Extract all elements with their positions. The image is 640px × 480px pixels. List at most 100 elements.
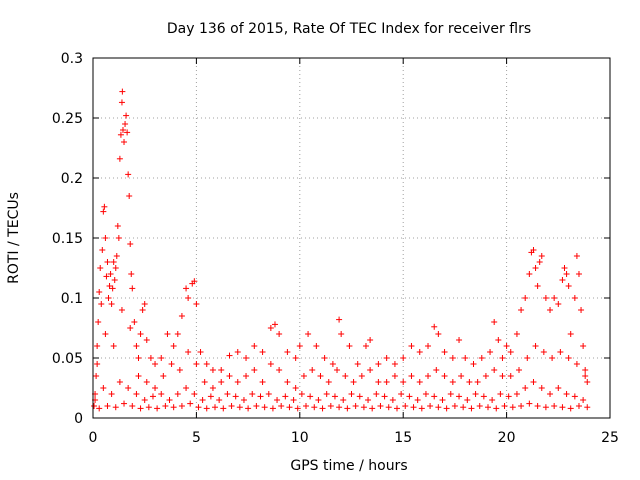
- data-point: [112, 265, 119, 271]
- data-point: [431, 323, 438, 330]
- data-point: [540, 349, 547, 355]
- data-point: [261, 404, 268, 411]
- data-point: [278, 403, 285, 409]
- data-point: [449, 355, 456, 361]
- data-point: [468, 405, 475, 412]
- data-point: [212, 404, 219, 411]
- data-point: [122, 121, 129, 127]
- data-point: [137, 331, 144, 337]
- data-point: [95, 319, 102, 325]
- data-point: [127, 325, 134, 331]
- data-point: [141, 397, 148, 403]
- data-point: [503, 343, 510, 349]
- data-point: [518, 403, 525, 409]
- data-point: [166, 397, 173, 403]
- data-point: [218, 379, 225, 385]
- data-point: [478, 355, 485, 361]
- y-tick-label: 0.05: [52, 351, 83, 367]
- data-point: [145, 404, 152, 411]
- data-point: [133, 391, 140, 397]
- x-tick-label: 10: [291, 430, 309, 446]
- data-point: [352, 403, 359, 409]
- data-point: [274, 397, 281, 403]
- data-point: [416, 379, 423, 385]
- data-point: [129, 403, 136, 409]
- data-point: [435, 404, 442, 411]
- grid: [93, 58, 610, 418]
- data-point: [534, 403, 541, 409]
- data-point: [336, 404, 343, 411]
- data-point: [584, 404, 591, 411]
- data-point: [580, 397, 587, 403]
- data-point: [315, 397, 322, 403]
- data-point: [185, 295, 192, 301]
- y-tick-label: 0.25: [52, 111, 83, 127]
- data-point: [441, 373, 448, 379]
- data-point: [563, 391, 570, 397]
- data-point: [367, 337, 374, 343]
- data-point: [284, 379, 291, 385]
- data-point: [466, 379, 473, 385]
- data-point: [381, 393, 388, 400]
- data-point: [534, 283, 541, 289]
- data-point: [336, 316, 343, 323]
- data-point: [391, 361, 398, 367]
- data-point: [152, 385, 159, 391]
- data-point: [162, 403, 169, 409]
- axis-ticks: 0 5 10 15 20 25 0 0.05 0.1 0.15 0.2 0.25 0.3: [52, 51, 619, 446]
- data-point: [422, 391, 429, 397]
- data-point: [234, 349, 241, 355]
- data-point: [433, 367, 440, 373]
- data-point: [499, 355, 506, 361]
- data-point: [116, 379, 123, 385]
- data-point: [114, 223, 121, 229]
- data-point: [416, 349, 423, 355]
- data-point: [538, 385, 545, 391]
- data-point: [292, 385, 299, 391]
- data-point: [282, 393, 289, 400]
- data-point: [375, 379, 382, 385]
- data-point: [334, 367, 341, 373]
- data-point: [121, 139, 128, 145]
- x-tick-label: 15: [394, 430, 412, 446]
- data-point: [236, 404, 243, 411]
- data-point: [578, 307, 585, 313]
- data-point: [509, 404, 516, 411]
- data-point: [183, 385, 190, 391]
- data-point: [542, 404, 549, 411]
- data-point: [414, 397, 421, 403]
- x-tick-label: 5: [192, 430, 201, 446]
- data-point: [100, 385, 107, 391]
- data-point: [111, 277, 118, 283]
- data-point: [128, 271, 135, 277]
- data-point: [226, 373, 233, 379]
- data-point: [276, 367, 283, 373]
- data-point: [113, 253, 120, 259]
- data-point: [203, 405, 210, 412]
- data-point: [367, 367, 374, 373]
- data-point: [207, 393, 214, 400]
- data-point: [292, 355, 299, 361]
- data-point: [507, 373, 514, 379]
- data-point: [425, 343, 432, 349]
- data-point: [480, 393, 487, 400]
- data-point: [100, 208, 107, 215]
- data-point: [96, 405, 103, 412]
- data-point: [338, 331, 345, 337]
- data-point: [358, 373, 365, 379]
- data-point: [251, 343, 258, 349]
- y-axis-label: ROTI / TECUs: [6, 192, 22, 284]
- data-point: [96, 289, 103, 295]
- data-point: [191, 391, 198, 397]
- data-point: [143, 337, 150, 343]
- data-point: [193, 361, 200, 367]
- data-point: [362, 343, 369, 349]
- data-point: [185, 349, 192, 355]
- data-point: [538, 253, 545, 259]
- data-point: [174, 391, 181, 397]
- data-point: [555, 385, 562, 391]
- data-point: [408, 343, 415, 349]
- data-point: [516, 367, 523, 373]
- data-point: [329, 361, 336, 367]
